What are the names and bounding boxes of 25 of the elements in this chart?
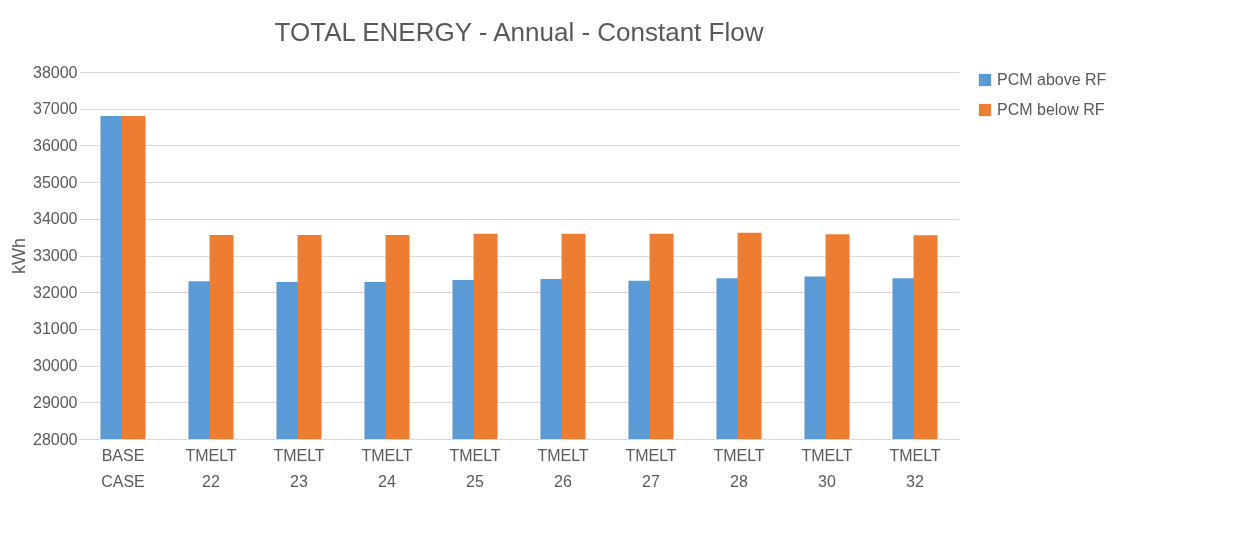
chart-title: TOTAL ENERGY - Annual - Constant Flow xyxy=(274,17,764,47)
y-tick-label: 29000 xyxy=(33,393,78,411)
x-tick-label: TMELT 25 xyxy=(449,446,501,490)
x-tick-label: TMELT 27 xyxy=(625,446,677,490)
y-tick-label: 36000 xyxy=(33,136,78,154)
y-tick-label: 35000 xyxy=(33,173,78,191)
y-tick-label: 34000 xyxy=(33,210,78,228)
x-tick-label: TMELT 26 xyxy=(537,446,589,490)
y-tick-label: 38000 xyxy=(33,63,78,81)
y-tick-label: 37000 xyxy=(33,100,78,118)
y-tick-label: 28000 xyxy=(33,430,78,448)
x-tick-label: TMELT 22 xyxy=(185,446,237,490)
y-tick-label: 33000 xyxy=(33,247,78,264)
x-tick-label: TMELT 30 xyxy=(801,446,853,490)
y-tick-label: 32000 xyxy=(33,283,78,301)
x-tick-label: TMELT 28 xyxy=(713,446,765,490)
legend-label: PCM above RF xyxy=(997,71,1107,88)
x-tick-label: TMELT 32 xyxy=(889,446,941,490)
legend-label: PCM below RF xyxy=(997,101,1105,118)
x-tick-label: TMELT 23 xyxy=(273,446,325,490)
x-tick-label: TMELT 24 xyxy=(361,446,413,490)
y-tick-label: 31000 xyxy=(33,320,78,338)
y-axis-title: kWh xyxy=(9,238,30,274)
y-tick-label: 30000 xyxy=(33,357,78,375)
x-tick-label: BASE CASE xyxy=(101,446,145,490)
